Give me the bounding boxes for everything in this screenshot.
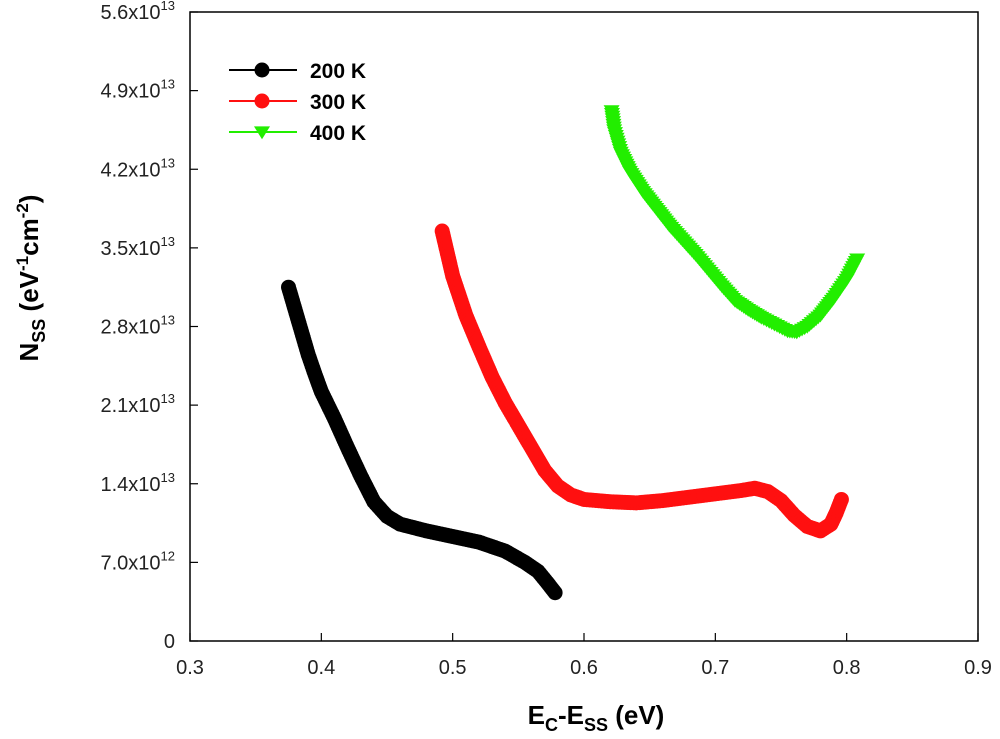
x-axis-title-mid: -E xyxy=(558,700,584,730)
data-point-400k xyxy=(849,253,866,267)
plot-frame xyxy=(189,11,979,642)
y-tick-exponent: 13 xyxy=(161,313,175,328)
x-tick-label: 0.4 xyxy=(307,657,335,679)
y-tick-exponent: 13 xyxy=(161,0,175,13)
x-tick-label: 0.9 xyxy=(964,657,992,679)
series-200k xyxy=(281,279,563,601)
y-axis-title-sub: SS xyxy=(29,319,49,343)
legend-marker-400k xyxy=(254,126,270,140)
y-tick-exponent: 13 xyxy=(161,470,175,485)
y-tick-mantissa: 3.5x10 xyxy=(100,238,160,260)
y-axis-title-sup1: -1 xyxy=(13,256,32,271)
legend: 200 K 300 K 400 K xyxy=(229,60,366,145)
y-tick-mantissa: 2.1x10 xyxy=(100,395,160,417)
x-tick-label: 0.5 xyxy=(439,657,467,679)
y-tick-mantissa: 4.9x10 xyxy=(100,81,160,103)
x-axis-title: EC-ESS (eV) xyxy=(528,700,665,735)
y-tick-label: 0 xyxy=(164,631,175,653)
legend-label-300k: 300 K xyxy=(310,91,366,114)
data-point-300k xyxy=(833,491,849,507)
x-tick-label: 0.6 xyxy=(570,657,598,679)
y-tick-mantissa: 0 xyxy=(164,631,175,653)
y-tick-label: 7.0x1012 xyxy=(100,548,175,574)
y-tick-label: 5.6x1013 xyxy=(100,0,175,24)
y-tick-label: 4.9x1013 xyxy=(100,77,175,103)
y-tick-label: 2.1x1013 xyxy=(100,391,175,417)
series-300k xyxy=(434,223,849,539)
y-axis-title-sup2: -2 xyxy=(13,203,32,218)
y-tick-mantissa: 7.0x10 xyxy=(100,552,160,574)
legend-marker-300k xyxy=(254,93,270,109)
legend-label-200k: 200 K xyxy=(310,60,366,83)
y-tick-exponent: 13 xyxy=(161,391,175,406)
series-400k xyxy=(603,105,866,340)
y-tick-mantissa: 2.8x10 xyxy=(100,317,160,339)
legend-label-400k: 400 K xyxy=(310,122,366,145)
plot-area xyxy=(281,105,866,601)
y-axis-title-main: N xyxy=(14,343,44,362)
y-tick-mantissa: 4.2x10 xyxy=(100,159,160,181)
x-tick-label: 0.8 xyxy=(833,657,861,679)
x-axis-title-tail: (eV) xyxy=(608,700,664,730)
y-tick-mantissa: 1.4x10 xyxy=(100,474,160,496)
x-tick-label: 0.7 xyxy=(701,657,729,679)
x-axis-title-sub2: SS xyxy=(584,715,608,735)
y-tick-exponent: 13 xyxy=(161,234,175,249)
y-tick-mantissa: 5.6x10 xyxy=(100,2,160,24)
y-tick-label: 1.4x1013 xyxy=(100,470,175,496)
x-axis-title-main: E xyxy=(528,700,545,730)
legend-marker-200k xyxy=(254,62,270,78)
x-axis-title-sub1: C xyxy=(545,715,558,735)
x-tick-label: 0.3 xyxy=(176,657,204,679)
y-axis: 07.0x10121.4x10132.1x10132.8x10133.5x101… xyxy=(100,0,198,653)
y-tick-exponent: 13 xyxy=(161,77,175,92)
y-tick-label: 2.8x1013 xyxy=(100,313,175,339)
y-axis-title-unit-mid: cm xyxy=(14,218,44,256)
y-axis-title: NSS (eV-1cm-2) xyxy=(13,195,49,362)
y-tick-label: 4.2x1013 xyxy=(100,155,175,181)
y-tick-exponent: 13 xyxy=(161,155,175,170)
y-axis-title-unit-open: (eV xyxy=(14,270,44,318)
y-tick-label: 3.5x1013 xyxy=(100,234,175,260)
data-point-200k xyxy=(547,585,563,601)
y-tick-exponent: 12 xyxy=(161,548,175,563)
y-axis-title-unit-close: ) xyxy=(14,195,44,204)
x-axis: 0.3 0.4 0.5 0.6 0.7 0.8 0.9 xyxy=(176,633,992,679)
